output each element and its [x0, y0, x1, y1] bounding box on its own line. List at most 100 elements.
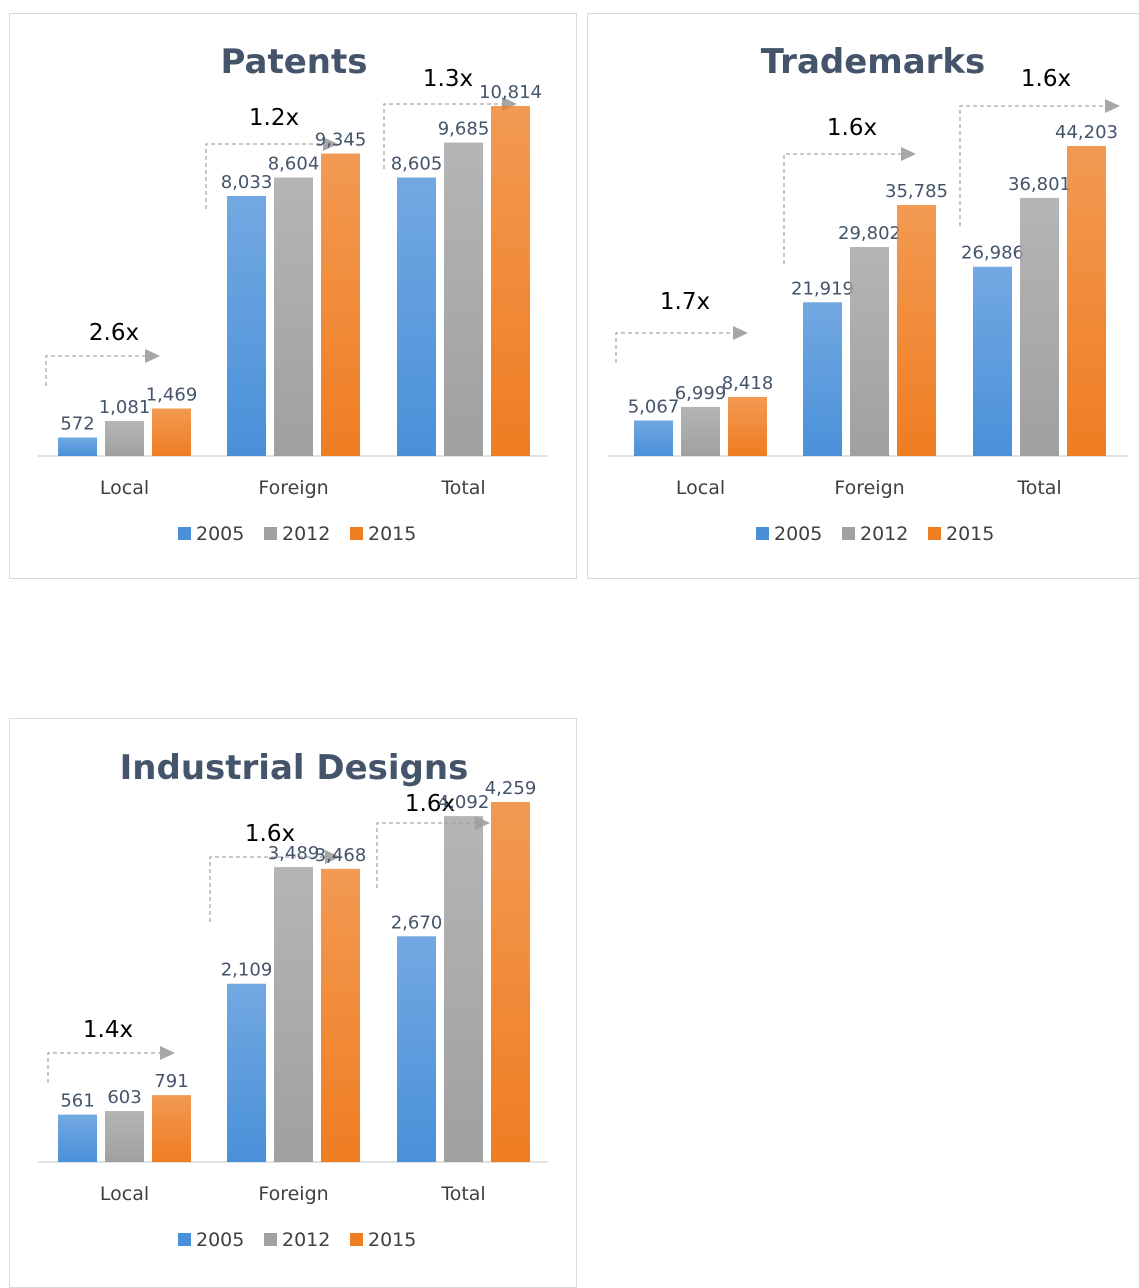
bar-foreign-2012	[274, 867, 313, 1162]
bar-local-2015	[728, 396, 767, 456]
bar-local-2015	[152, 1095, 191, 1162]
growth-multiplier-label: 1.3x	[423, 66, 473, 92]
legend-swatch-2005	[178, 1233, 191, 1246]
legend-swatch-2015	[350, 1233, 363, 1246]
bar-total-2015	[491, 802, 530, 1162]
data-label-foreign-2005: 21,919	[791, 278, 854, 299]
legend-swatch-2012	[842, 527, 855, 540]
bar-total-2005	[397, 936, 436, 1162]
legend-label-2005: 2005	[196, 523, 244, 545]
bar-total-2005	[397, 177, 436, 456]
chart-svg-industrial-designs: Industrial Designs 1.4x 1.6x 1.6x 561 603 791 L…	[38, 748, 548, 1251]
data-label-total-2005: 2,670	[391, 912, 443, 933]
chart-title: Trademarks	[761, 42, 986, 82]
data-label-local-2012: 603	[107, 1087, 141, 1108]
category-label-total: Total	[1016, 477, 1061, 499]
chart-panel-trademarks: Trademarks 1.7x 1.6x 1.6x 5,067 6,999 8,418 Loc…	[587, 13, 1139, 579]
dashed-bracket	[959, 105, 1107, 226]
growth-annotation-local: 1.7x	[615, 289, 748, 363]
data-label-total-2012: 36,801	[1008, 174, 1071, 195]
bar-total-2005	[973, 266, 1012, 456]
data-label-foreign-2015: 3,468	[315, 845, 367, 866]
dashed-bracket	[615, 332, 735, 363]
growth-multiplier-label: 1.2x	[249, 105, 299, 131]
growth-multiplier-label: 1.6x	[245, 821, 295, 847]
legend-label-2005: 2005	[774, 523, 822, 545]
data-label-local-2005: 561	[60, 1091, 94, 1112]
data-label-foreign-2005: 2,109	[221, 960, 273, 981]
data-label-foreign-2015: 9,345	[315, 130, 367, 151]
data-label-local-2015: 1,469	[146, 384, 198, 405]
chart-title: Patents	[221, 42, 368, 82]
bar-local-2005	[58, 437, 97, 456]
bar-local-2015	[152, 408, 191, 456]
bar-local-2005	[634, 420, 673, 456]
dashed-bracket	[783, 153, 903, 264]
dashed-bracket	[47, 1052, 162, 1083]
growth-multiplier-label: 2.6x	[89, 320, 139, 346]
data-label-foreign-2005: 8,033	[221, 172, 273, 193]
legend-swatch-2012	[264, 527, 277, 540]
bar-local-2012	[105, 1111, 144, 1162]
bar-total-2015	[491, 106, 530, 456]
legend-swatch-2005	[756, 527, 769, 540]
legend: 2005 2012 2015	[178, 523, 416, 545]
bar-foreign-2012	[274, 177, 313, 456]
data-label-foreign-2015: 35,785	[885, 181, 948, 202]
legend-swatch-2005	[178, 527, 191, 540]
arrow-head-icon	[733, 326, 748, 340]
data-label-local-2015: 791	[154, 1071, 188, 1092]
data-label-total-2015: 4,259	[485, 778, 537, 799]
category-label-total: Total	[440, 1183, 485, 1205]
legend-swatch-2012	[264, 1233, 277, 1246]
growth-multiplier-label: 1.6x	[1021, 66, 1071, 92]
legend: 2005 2012 2015	[756, 523, 994, 545]
dashed-bracket	[376, 822, 477, 888]
growth-annotation-foreign: 1.2x	[205, 105, 338, 209]
arrow-head-icon	[323, 137, 338, 151]
bar-local-2012	[681, 406, 720, 456]
data-label-foreign-2012: 29,802	[838, 223, 901, 244]
bar-total-2015	[1067, 146, 1106, 456]
chart-title: Industrial Designs	[120, 748, 469, 788]
data-label-foreign-2012: 8,604	[268, 154, 320, 175]
data-label-foreign-2012: 3,489	[268, 843, 320, 864]
category-label-total: Total	[440, 477, 485, 499]
dashed-bracket	[209, 856, 327, 922]
growth-multiplier-label: 1.6x	[405, 791, 455, 817]
bar-foreign-2015	[321, 868, 360, 1162]
bar-local-2012	[105, 421, 144, 456]
bar-foreign-2005	[227, 983, 266, 1162]
arrow-head-icon	[1105, 99, 1120, 113]
data-label-total-2012: 9,685	[438, 119, 490, 140]
growth-multiplier-label: 1.6x	[827, 115, 877, 141]
bar-local-2005	[58, 1114, 97, 1162]
data-label-total-2012: 4,092	[438, 792, 490, 813]
dashed-bracket	[383, 103, 504, 169]
growth-annotation-foreign: 1.6x	[209, 821, 340, 922]
data-label-local-2015: 8,418	[722, 373, 774, 394]
data-label-local-2005: 5,067	[628, 396, 680, 417]
data-label-total-2005: 26,986	[961, 243, 1024, 264]
data-label-total-2015: 10,814	[479, 82, 542, 103]
dashed-bracket	[205, 143, 325, 209]
dashed-bracket	[45, 355, 147, 386]
legend-label-2015: 2015	[368, 523, 416, 545]
bar-foreign-2005	[227, 196, 266, 457]
legend-label-2015: 2015	[946, 523, 994, 545]
chart-panel-patents: Patents 2.6x 1.2x 1.3x 572 1,081 1,469 Local 8,0…	[9, 13, 577, 579]
legend-label-2012: 2012	[860, 523, 908, 545]
growth-annotation-local: 1.4x	[47, 1017, 175, 1083]
growth-annotation-foreign: 1.6x	[783, 115, 916, 264]
data-label-total-2015: 44,203	[1055, 122, 1118, 143]
bar-foreign-2005	[803, 302, 842, 456]
growth-annotation-total: 1.3x	[383, 66, 517, 169]
chart-panel-industrial-designs: Industrial Designs 1.4x 1.6x 1.6x 561 603 791 L…	[9, 718, 577, 1288]
category-label-foreign: Foreign	[834, 477, 904, 499]
growth-annotation-local: 2.6x	[45, 320, 160, 386]
category-label-foreign: Foreign	[258, 1183, 328, 1205]
arrow-head-icon	[160, 1046, 175, 1060]
data-label-local-2012: 1,081	[99, 397, 151, 418]
